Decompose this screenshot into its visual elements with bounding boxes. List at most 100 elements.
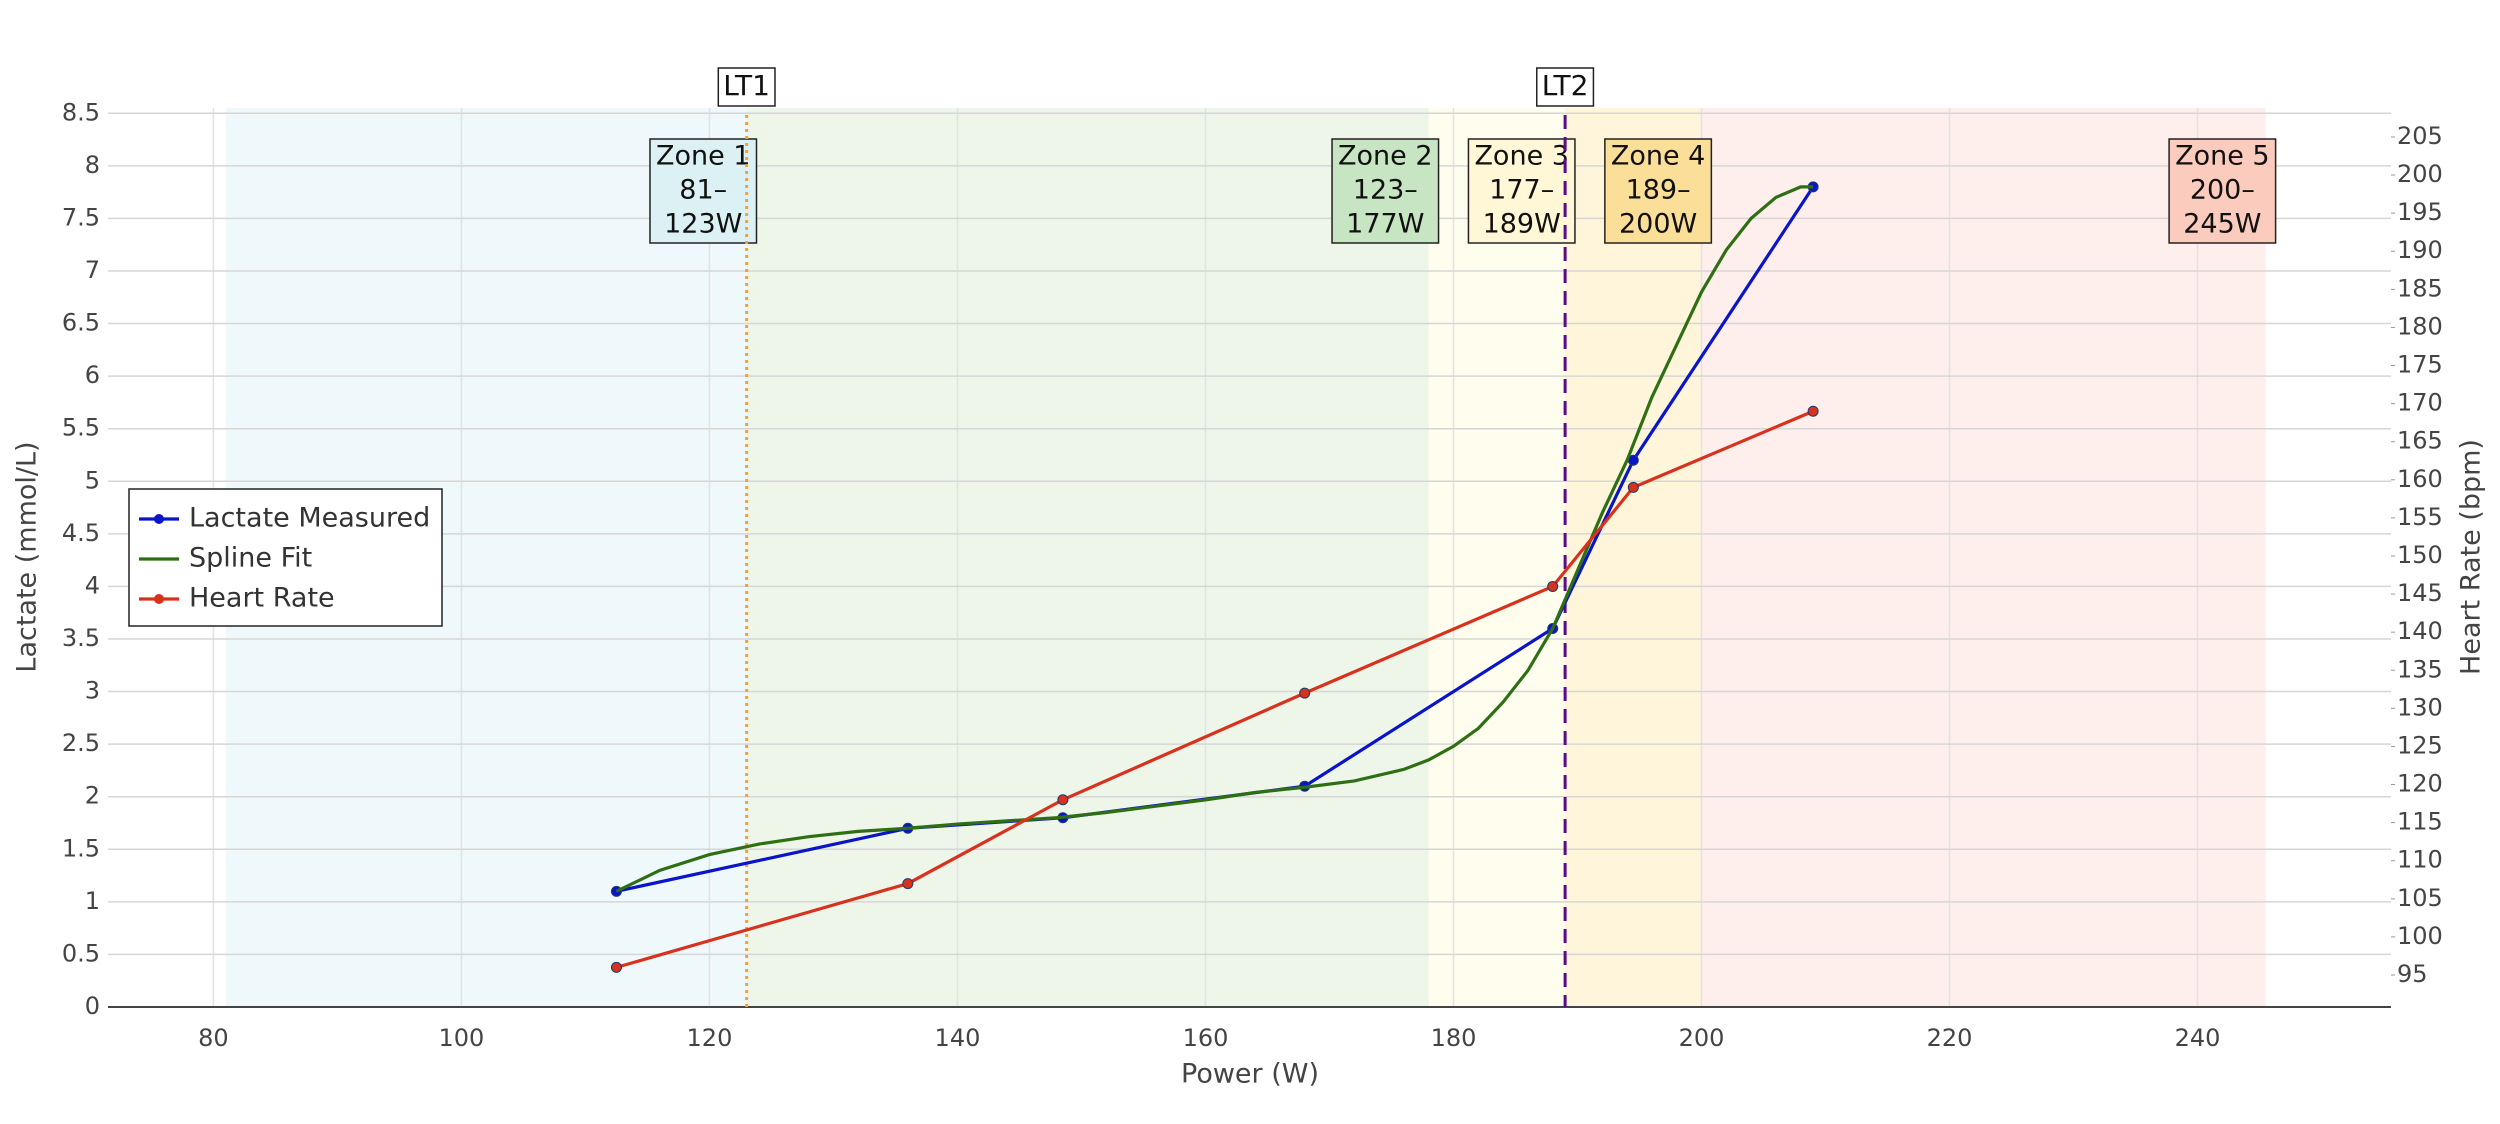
y2-axis-title: Heart Rate (bpm) xyxy=(2456,439,2487,675)
y-tick-label: 8 xyxy=(85,151,100,179)
x-tick-label: 80 xyxy=(198,1024,229,1052)
zone-label-box xyxy=(2168,138,2277,244)
zone-label-text: 177– xyxy=(1489,175,1554,206)
y2-tick-label: 170 xyxy=(2397,389,2443,417)
zone-label-text: Zone 1 xyxy=(656,141,751,172)
zone-label-text: 177W xyxy=(1346,209,1424,240)
y-tick-label: 2 xyxy=(85,782,100,810)
threshold-label-box xyxy=(1536,67,1595,107)
y2-tick-label: 135 xyxy=(2397,655,2443,683)
y-tick-label: 3.5 xyxy=(62,624,100,652)
zone-label-text: 245W xyxy=(2183,209,2261,240)
y2-tick-label: 180 xyxy=(2397,312,2443,340)
zone-label-box xyxy=(1467,138,1576,244)
x-tick-label: 240 xyxy=(2175,1024,2221,1052)
y-tick-label: 8.5 xyxy=(62,98,100,126)
x-tick-label: 220 xyxy=(1927,1024,1973,1052)
zone-label: Zone 181–123W xyxy=(649,138,758,244)
legend-marker xyxy=(154,594,164,604)
y2-tick-label: 105 xyxy=(2397,884,2443,912)
y-tick-label: 5 xyxy=(85,466,100,494)
y2-tick-label: 175 xyxy=(2397,351,2443,379)
y-tick-label: 3 xyxy=(85,677,100,705)
zone-label-text: Zone 2 xyxy=(1338,141,1433,172)
zone-label-text: Zone 3 xyxy=(1474,141,1569,172)
y2-tick-label: 185 xyxy=(2397,274,2443,302)
zone-label-text: 200– xyxy=(2190,175,2255,206)
y2-tick-label: 190 xyxy=(2397,236,2443,264)
threshold-label: LT1 xyxy=(717,67,776,107)
x-tick-label: 180 xyxy=(1431,1024,1477,1052)
x-tick-label: 160 xyxy=(1183,1024,1229,1052)
zone-label-text: Zone 5 xyxy=(2175,141,2270,172)
y2-tick-label: 115 xyxy=(2397,808,2443,836)
y2-tick-label: 100 xyxy=(2397,922,2443,950)
data-point xyxy=(1299,687,1311,699)
y-tick-label: 0.5 xyxy=(62,939,100,967)
y2-tick-label: 145 xyxy=(2397,579,2443,607)
zone-band xyxy=(1428,108,1566,1007)
y-axis-title: Lactate (mmol/L) xyxy=(12,441,43,672)
y2-tick-label: 150 xyxy=(2397,541,2443,569)
threshold-label-text: LT1 xyxy=(723,69,770,102)
zone-label-box xyxy=(1331,138,1440,244)
data-point xyxy=(1627,481,1639,493)
threshold-label: LT2 xyxy=(1536,67,1595,107)
data-point xyxy=(610,961,622,973)
zone-label-text: 123– xyxy=(1353,175,1418,206)
y2-tick-label: 160 xyxy=(2397,465,2443,493)
data-point xyxy=(1057,794,1069,806)
y-tick-label: 2.5 xyxy=(62,729,100,757)
legend-label: Lactate Measured xyxy=(189,503,430,534)
zone-band xyxy=(746,108,1429,1007)
legend-label: Heart Rate xyxy=(189,583,335,614)
x-axis-title: Power (W) xyxy=(1181,1059,1319,1090)
y2-tick-label: 205 xyxy=(2397,122,2443,150)
y2-tick-label: 130 xyxy=(2397,693,2443,721)
x-tick-label: 120 xyxy=(687,1024,733,1052)
zone-label-text: 189W xyxy=(1483,209,1561,240)
data-point xyxy=(1807,405,1819,417)
y-tick-label: 1.5 xyxy=(62,834,100,862)
threshold-label-box xyxy=(717,67,776,107)
y2-tick-label: 120 xyxy=(2397,770,2443,798)
y-tick-label: 4 xyxy=(85,571,100,599)
y2-tick-label: 140 xyxy=(2397,617,2443,645)
y-tick-label: 1 xyxy=(85,887,100,915)
y2-tick-label: 200 xyxy=(2397,160,2443,188)
y2-tick-label: 155 xyxy=(2397,503,2443,531)
data-point xyxy=(1547,580,1559,592)
series-line xyxy=(615,185,1814,893)
zone-label-text: 81– xyxy=(679,175,727,206)
y-tick-label: 5.5 xyxy=(62,414,100,442)
legend-box xyxy=(128,488,443,627)
y-tick-label: 7 xyxy=(85,256,100,284)
x-tick-label: 100 xyxy=(439,1024,485,1052)
zone-label-text: 189– xyxy=(1626,175,1691,206)
y-tick-label: 0 xyxy=(85,992,100,1020)
data-point xyxy=(902,878,914,890)
zone-label-text: 123W xyxy=(664,209,742,240)
zone-band xyxy=(1701,108,2266,1007)
y2-tick-label: 125 xyxy=(2397,731,2443,759)
legend-label: Spline Fit xyxy=(189,543,312,574)
zone-label-box xyxy=(649,138,758,244)
zone-label-text: 200W xyxy=(1619,209,1697,240)
zone-label-text: Zone 4 xyxy=(1611,141,1706,172)
legend-marker xyxy=(154,514,164,524)
y2-tick-label: 195 xyxy=(2397,198,2443,226)
y-tick-label: 6.5 xyxy=(62,309,100,337)
x-tick-label: 200 xyxy=(1679,1024,1725,1052)
y-tick-label: 4.5 xyxy=(62,519,100,547)
zone-label-box xyxy=(1604,138,1713,244)
y-tick-label: 6 xyxy=(85,361,100,389)
y-tick-label: 7.5 xyxy=(62,203,100,231)
y2-tick-label: 110 xyxy=(2397,846,2443,874)
threshold-label-text: LT2 xyxy=(1542,69,1589,102)
x-tick-label: 140 xyxy=(935,1024,981,1052)
